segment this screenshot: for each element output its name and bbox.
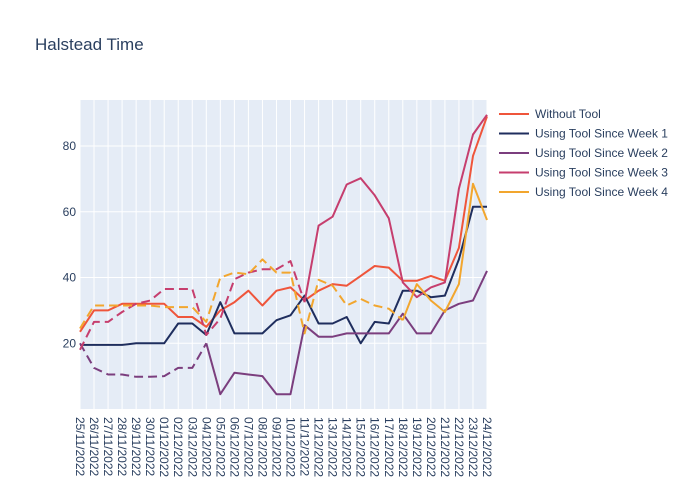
x-tick-label: 05/12/2022 — [213, 417, 227, 477]
x-tick-label: 17/12/2022 — [382, 417, 396, 477]
x-tick-label: 18/12/2022 — [396, 417, 410, 477]
gridlines — [79, 100, 488, 409]
x-tick-label: 25/11/2022 — [73, 417, 87, 476]
x-tick-label: 29/11/2022 — [129, 417, 143, 476]
x-tick-label: 21/12/2022 — [438, 417, 452, 477]
series-line-using-tool-since-week-2 — [205, 270, 488, 396]
series-line-using-tool-since-week-4 — [401, 182, 488, 321]
legend-item-label: Without Tool — [535, 107, 601, 121]
series-line-without-tool — [79, 116, 488, 333]
x-tick-label: 02/12/2022 — [171, 417, 185, 477]
x-tick-label: 22/12/2022 — [452, 417, 466, 477]
legend-item-label: Using Tool Since Week 4 — [535, 185, 668, 199]
legend-item-label: Using Tool Since Week 1 — [535, 127, 668, 141]
x-tick-label: 03/12/2022 — [185, 417, 199, 477]
x-tick-label: 26/11/2022 — [87, 417, 101, 476]
x-tick-label: 10/12/2022 — [284, 417, 298, 477]
chart-title: Halstead Time — [35, 35, 144, 54]
series-lines — [79, 114, 488, 396]
x-tick-label: 11/12/2022 — [298, 417, 312, 476]
x-tick-label: 12/12/2022 — [312, 417, 326, 477]
y-tick-label: 80 — [63, 139, 77, 153]
series-line-using-tool-since-week-3-dashed — [79, 260, 306, 351]
x-tick-label: 06/12/2022 — [227, 417, 241, 477]
x-tick-label: 27/11/2022 — [101, 417, 115, 476]
series-line-using-tool-since-week-3 — [303, 114, 488, 303]
legend[interactable]: Without Tool Using Tool Since Week 1 Using… — [499, 107, 668, 199]
legend-item-label: Using Tool Since Week 2 — [535, 146, 668, 160]
x-tick-label: 01/12/2022 — [157, 417, 171, 477]
x-tick-label: 13/12/2022 — [326, 417, 340, 477]
y-tick-label: 20 — [63, 336, 77, 350]
x-tick-label: 07/12/2022 — [241, 417, 255, 477]
x-tick-label: 09/12/2022 — [269, 417, 283, 477]
x-tick-label: 15/12/2022 — [354, 417, 368, 477]
x-tick-label: 08/12/2022 — [255, 417, 269, 477]
legend-item-label: Using Tool Since Week 3 — [535, 166, 668, 180]
x-tick-label: 16/12/2022 — [368, 417, 382, 477]
y-axis-ticks: 20 40 60 80 — [63, 139, 77, 350]
x-tick-label: 14/12/2022 — [340, 417, 354, 477]
x-tick-label: 24/12/2022 — [480, 417, 494, 477]
y-tick-label: 40 — [63, 271, 77, 285]
plot-area — [80, 100, 487, 409]
x-tick-label: 23/12/2022 — [466, 417, 480, 477]
y-tick-label: 60 — [63, 205, 77, 219]
x-tick-label: 19/12/2022 — [410, 417, 424, 477]
x-tick-label: 28/11/2022 — [115, 417, 129, 476]
x-tick-label: 20/12/2022 — [424, 417, 438, 477]
series-line-using-tool-since-week-1 — [80, 205, 487, 346]
x-axis-ticks: 25/11/2022 26/11/2022 27/11/2022 28/11/2022… — [73, 417, 494, 477]
x-tick-label: 30/11/2022 — [143, 417, 157, 476]
series-line-using-tool-since-week-2-dashed — [79, 342, 208, 378]
series-line-using-tool-since-week-4-dashed — [79, 258, 404, 335]
x-tick-label: 04/12/2022 — [199, 417, 213, 477]
